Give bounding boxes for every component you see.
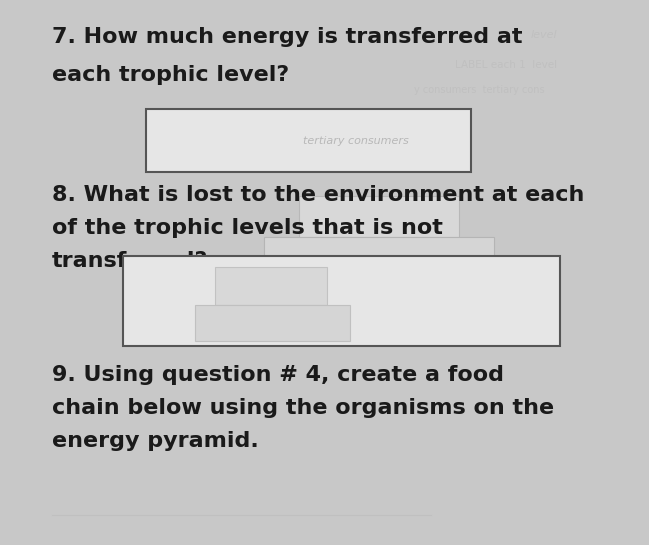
Text: each trophic level?: each trophic level? xyxy=(52,65,289,86)
Text: LABEL each 1  level: LABEL each 1 level xyxy=(455,60,557,70)
FancyBboxPatch shape xyxy=(215,267,327,305)
Text: 8. What is lost to the environment at each: 8. What is lost to the environment at ea… xyxy=(52,185,584,205)
FancyBboxPatch shape xyxy=(299,196,459,237)
Text: chain below using the organisms on the: chain below using the organisms on the xyxy=(52,398,554,418)
Text: tertiary consumers: tertiary consumers xyxy=(303,136,409,146)
Text: 095: 095 xyxy=(311,330,332,340)
FancyBboxPatch shape xyxy=(147,109,471,172)
FancyBboxPatch shape xyxy=(264,237,494,278)
Text: LOAD: LOAD xyxy=(297,307,329,320)
Text: x of y  label x of y: x of y label x of y xyxy=(356,110,443,119)
Text: 9. Using question # 4, create a food: 9. Using question # 4, create a food xyxy=(52,365,504,385)
Text: transferred?: transferred? xyxy=(52,251,208,271)
FancyBboxPatch shape xyxy=(195,305,350,341)
FancyBboxPatch shape xyxy=(123,256,560,346)
Text: 7. How much energy is transferred at: 7. How much energy is transferred at xyxy=(52,27,522,47)
Text: LOAD: LOAD xyxy=(245,329,278,342)
Text: of the trophic levels that is not: of the trophic levels that is not xyxy=(52,218,443,238)
Text: level: level xyxy=(530,31,557,40)
Text: energy pyramid.: energy pyramid. xyxy=(52,431,258,451)
Text: y consumers  tertiary cons: y consumers tertiary cons xyxy=(413,85,544,95)
Text: 095: 095 xyxy=(360,308,381,318)
